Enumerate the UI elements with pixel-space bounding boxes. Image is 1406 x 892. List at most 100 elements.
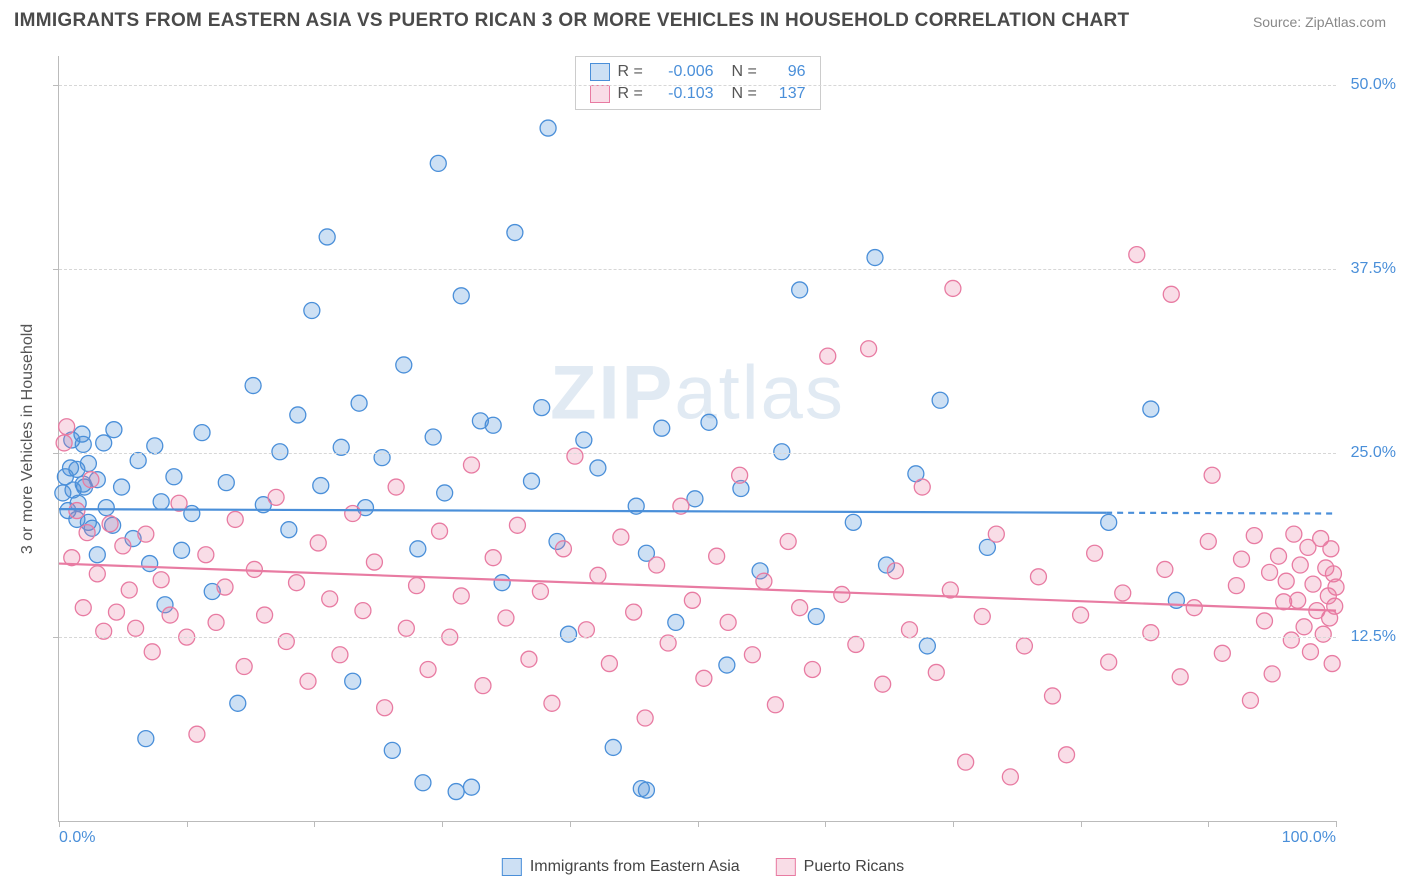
scatter-point	[576, 432, 592, 448]
scatter-point	[555, 541, 571, 557]
legend-label: Immigrants from Eastern Asia	[530, 858, 740, 876]
regression-line	[59, 509, 1106, 513]
scatter-point	[1290, 592, 1306, 608]
scatter-point	[1264, 666, 1280, 682]
scatter-point	[1002, 769, 1018, 785]
x-tick	[698, 821, 699, 827]
scatter-point	[1157, 561, 1173, 577]
scatter-point	[75, 600, 91, 616]
gridline	[59, 453, 1336, 454]
scatter-point	[322, 591, 338, 607]
scatter-point	[398, 620, 414, 636]
scatter-point	[272, 444, 288, 460]
scatter-point	[138, 526, 154, 542]
scatter-point	[198, 547, 214, 563]
scatter-point	[498, 610, 514, 626]
x-tick	[187, 821, 188, 827]
scatter-point	[56, 435, 72, 451]
y-tick-label: 37.5%	[1351, 260, 1396, 278]
x-tick	[314, 821, 315, 827]
scatter-point	[289, 575, 305, 591]
scatter-point	[384, 742, 400, 758]
scatter-point	[834, 586, 850, 602]
source-attribution: Source: ZipAtlas.com	[1253, 10, 1386, 30]
scatter-point	[1204, 467, 1220, 483]
scatter-point	[767, 697, 783, 713]
scatter-point	[696, 670, 712, 686]
scatter-point	[601, 656, 617, 672]
scatter-point	[861, 341, 877, 357]
scatter-point	[534, 400, 550, 416]
scatter-point	[901, 622, 917, 638]
scatter-point	[509, 517, 525, 533]
scatter-point	[463, 457, 479, 473]
scatter-point	[310, 535, 326, 551]
scatter-point	[649, 557, 665, 573]
scatter-point	[355, 603, 371, 619]
scatter-point	[415, 775, 431, 791]
scatter-point	[290, 407, 306, 423]
scatter-point	[374, 450, 390, 466]
scatter-point	[1278, 573, 1294, 589]
x-tick	[59, 821, 60, 827]
scatter-point	[485, 550, 501, 566]
x-tick	[570, 821, 571, 827]
scatter-point	[388, 479, 404, 495]
scatter-point	[590, 460, 606, 476]
x-tick	[1336, 821, 1337, 827]
scatter-point	[432, 523, 448, 539]
scatter-point	[701, 414, 717, 430]
scatter-point	[166, 469, 182, 485]
scatter-point	[319, 229, 335, 245]
scatter-point	[774, 444, 790, 460]
scatter-point	[189, 726, 205, 742]
y-tick-label: 25.0%	[1351, 444, 1396, 462]
scatter-point	[638, 782, 654, 798]
gridline	[59, 85, 1336, 86]
scatter-point	[463, 779, 479, 795]
x-tick	[1081, 821, 1082, 827]
scatter-point	[848, 636, 864, 652]
scatter-point	[351, 395, 367, 411]
scatter-point	[332, 647, 348, 663]
scatter-point	[1324, 656, 1340, 672]
legend: Immigrants from Eastern Asia Puerto Rican…	[502, 858, 904, 876]
scatter-point	[147, 438, 163, 454]
scatter-point	[1283, 632, 1299, 648]
scatter-point	[453, 288, 469, 304]
scatter-point	[69, 503, 85, 519]
scatter-point	[845, 514, 861, 530]
scatter-point	[1101, 654, 1117, 670]
scatter-point	[732, 467, 748, 483]
scatter-point	[230, 695, 246, 711]
scatter-point	[637, 710, 653, 726]
regression-line-dashed	[1106, 513, 1336, 514]
scatter-point	[1286, 526, 1302, 542]
scatter-point	[128, 620, 144, 636]
scatter-point	[578, 622, 594, 638]
scatter-point	[121, 582, 137, 598]
scatter-point	[1228, 578, 1244, 594]
scatter-point	[540, 120, 556, 136]
legend-item: Immigrants from Eastern Asia	[502, 858, 740, 876]
scatter-point	[1296, 619, 1312, 635]
scatter-point	[75, 436, 91, 452]
scatter-point	[130, 453, 146, 469]
scatter-point	[613, 529, 629, 545]
scatter-point	[958, 754, 974, 770]
scatter-point	[532, 584, 548, 600]
scatter-point	[988, 526, 1004, 542]
scatter-point	[485, 417, 501, 433]
y-axis-label: 3 or more Vehicles in Household	[19, 324, 37, 554]
legend-item: Puerto Ricans	[776, 858, 905, 876]
scatter-point	[80, 456, 96, 472]
scatter-svg	[59, 56, 1336, 821]
scatter-point	[1271, 548, 1287, 564]
scatter-point	[720, 614, 736, 630]
scatter-point	[1315, 626, 1331, 642]
scatter-point	[142, 556, 158, 572]
scatter-point	[1214, 645, 1230, 661]
x-tick	[825, 821, 826, 827]
scatter-point	[162, 607, 178, 623]
scatter-point	[59, 419, 75, 435]
